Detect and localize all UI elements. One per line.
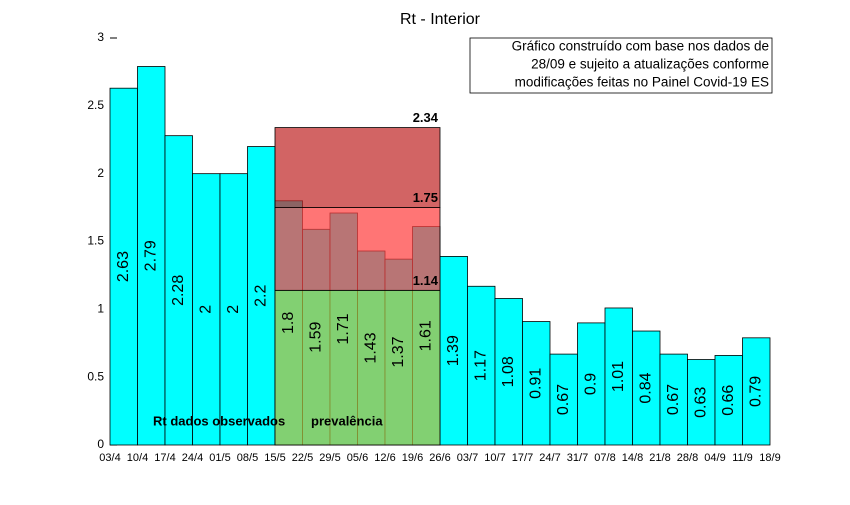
band-label: 1.14 (413, 273, 439, 288)
y-tick-label: 0 (97, 437, 104, 451)
x-tick-label: 05/6 (347, 452, 368, 464)
x-tick-label: 15/5 (264, 452, 285, 464)
x-tick-label: 14/8 (622, 452, 643, 464)
y-tick-label: 1.5 (87, 234, 104, 248)
value-label: 1.43 (362, 332, 379, 363)
bar (632, 330, 661, 446)
y-tick-label: 2.5 (87, 98, 104, 112)
x-tick-label: 17/4 (154, 452, 175, 464)
value-label: 2 (197, 305, 214, 314)
bar (219, 173, 248, 446)
value-label: 0.66 (720, 385, 737, 416)
bar (742, 337, 771, 446)
bar (549, 353, 578, 446)
bar (109, 87, 138, 446)
bar (247, 146, 276, 446)
annotation: modificações feitas no Painel Covid-19 E… (515, 75, 769, 90)
value-label: 1.61 (417, 320, 434, 351)
value-label: 1.71 (335, 313, 352, 344)
x-tick-label: 01/5 (209, 452, 230, 464)
chart-title: Rt - Interior (400, 11, 481, 28)
x-tick-label: 28/8 (677, 452, 698, 464)
value-label: 2.2 (252, 285, 269, 307)
annotation-box (469, 37, 773, 94)
value-label: 0.84 (637, 372, 654, 403)
bar (714, 355, 743, 446)
bar (439, 256, 468, 446)
value-label: 0.91 (527, 368, 544, 399)
value-label: 2 (225, 305, 242, 314)
value-label: 1.01 (610, 361, 627, 392)
bar (467, 285, 496, 446)
bar (687, 359, 716, 446)
value-label: 2.63 (115, 251, 132, 282)
value-label: 0.63 (692, 387, 709, 418)
bar (137, 66, 166, 446)
bar (192, 173, 221, 446)
value-label: 1.17 (472, 350, 489, 381)
x-tick-label: 10/7 (484, 452, 505, 464)
bar (659, 353, 688, 446)
x-tick-label: 03/7 (457, 452, 478, 464)
bar (164, 135, 193, 446)
y-tick-label: 1 (97, 302, 104, 316)
bar (494, 298, 523, 446)
x-tick-label: 31/7 (567, 452, 588, 464)
band (274, 289, 441, 446)
value-label: 1.37 (390, 336, 407, 367)
x-tick-label: 07/8 (594, 452, 615, 464)
bar (522, 321, 551, 446)
x-tick-label: 12/6 (374, 452, 395, 464)
y-tick-label: 3 (97, 30, 104, 44)
x-tick-label: 10/4 (127, 452, 148, 464)
x-tick-label: 08/5 (237, 452, 258, 464)
y-tick-label: 2 (97, 166, 104, 180)
label: Rt dados observados (153, 413, 285, 428)
label: prevalência (311, 413, 383, 428)
value-label: 2.79 (142, 240, 159, 271)
band-label: 2.34 (413, 110, 439, 125)
band-label: 1.75 (413, 190, 438, 205)
x-tick-label: 11/9 (732, 452, 753, 464)
annotation: 28/09 e sujeito a atualizações conforme (531, 57, 769, 72)
x-tick-label: 26/6 (429, 452, 450, 464)
x-tick-label: 21/8 (649, 452, 670, 464)
value-label: 1.39 (445, 335, 462, 366)
x-tick-label: 18/9 (759, 452, 780, 464)
band (274, 127, 441, 208)
value-label: 1.8 (280, 312, 297, 334)
x-tick-label: 22/5 (292, 452, 313, 464)
value-label: 0.67 (555, 384, 572, 415)
x-tick-label: 29/5 (319, 452, 340, 464)
x-tick-label: 03/4 (99, 452, 120, 464)
x-tick-label: 04/9 (704, 452, 725, 464)
value-label: 0.67 (665, 384, 682, 415)
value-label: 0.9 (582, 373, 599, 395)
x-tick-label: 24/4 (182, 452, 203, 464)
value-label: 1.59 (307, 321, 324, 352)
annotation: Gráfico construído com base nos dados de (512, 39, 769, 54)
bar (604, 307, 633, 446)
value-label: 0.79 (747, 376, 764, 407)
value-label: 1.08 (500, 356, 517, 387)
x-tick-label: 24/7 (539, 452, 560, 464)
value-label: 2.28 (170, 275, 187, 306)
x-tick-label: 17/7 (512, 452, 533, 464)
x-tick-label: 19/6 (402, 452, 423, 464)
y-tick-label: 0.5 (87, 369, 104, 383)
